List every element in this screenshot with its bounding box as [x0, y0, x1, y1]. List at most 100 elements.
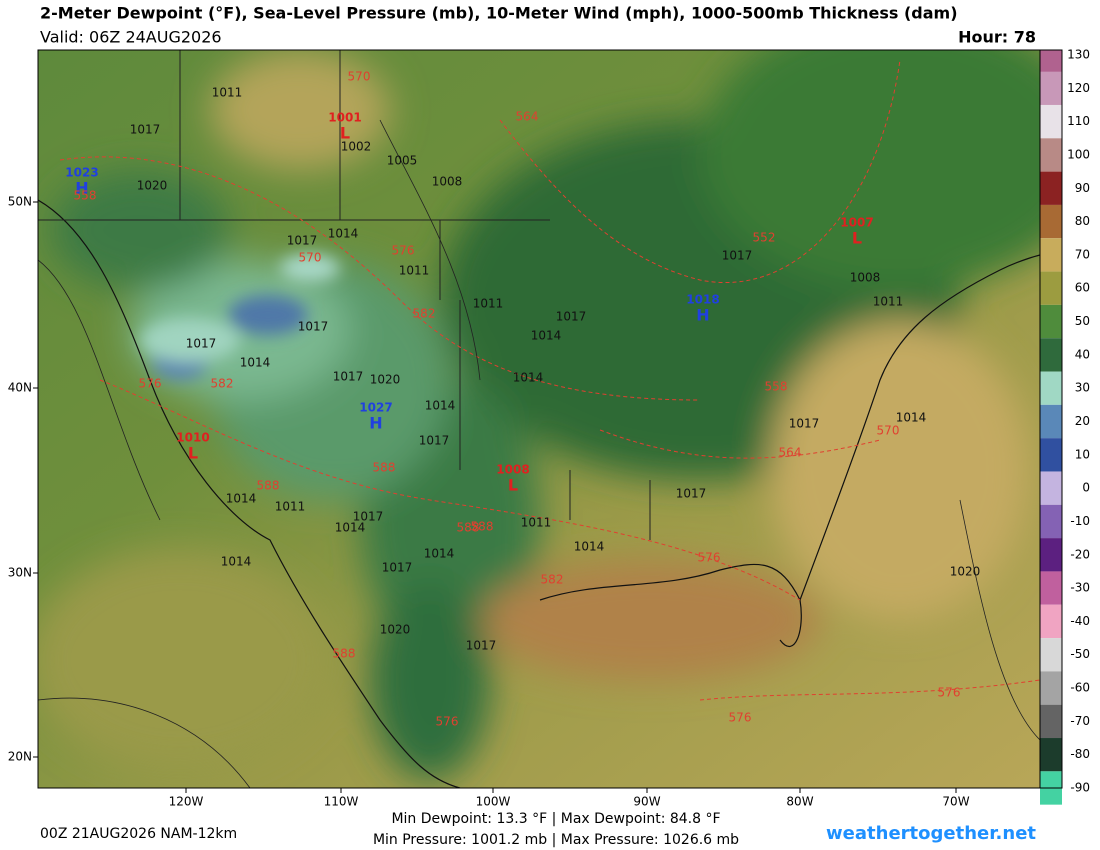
- colorbar-label: 10: [1075, 447, 1090, 461]
- isobar-label: 1017: [419, 434, 450, 448]
- colorbar-swatch: [1040, 404, 1062, 439]
- pressure-center-symbol: L: [188, 444, 198, 463]
- latitude-label: 50N: [8, 195, 32, 209]
- longitude-label: 120W: [169, 795, 204, 809]
- colorbar-swatch: [1040, 271, 1062, 305]
- isobar-label: 1020: [950, 565, 981, 579]
- colorbar-label: -50: [1070, 647, 1090, 661]
- isobar-label: 1017: [298, 320, 329, 334]
- isobar-label: 1017: [186, 337, 217, 351]
- colorbar-swatch: [1040, 604, 1062, 639]
- isobar-label: 1011: [873, 295, 904, 309]
- pressure-center-symbol: L: [508, 476, 518, 495]
- colorbar-swatch: [1040, 738, 1062, 772]
- longitude-label: 80W: [786, 795, 813, 809]
- isobar-label: 1020: [370, 373, 401, 387]
- thickness-label: 588: [471, 520, 494, 534]
- isobar-label: 1014: [574, 540, 605, 554]
- colorbar-label: 90: [1075, 181, 1090, 195]
- thickness-label: 558: [765, 380, 788, 394]
- isobar-label: 1008: [432, 175, 463, 189]
- isobar-label: 1014: [240, 356, 271, 370]
- isobar-label: 1017: [382, 561, 413, 575]
- pressure-center-symbol: H: [696, 306, 709, 325]
- pressure-center-value: 1001: [328, 111, 361, 125]
- isobar-label: 1008: [850, 271, 881, 285]
- thickness-label: 570: [348, 70, 371, 84]
- isobar-label: 1014: [424, 547, 455, 561]
- thickness-label: 570: [877, 424, 900, 438]
- isobar-label: 1011: [275, 500, 306, 514]
- isobar-label: 1014: [425, 399, 456, 413]
- colorbar-swatch: [1040, 171, 1062, 205]
- colorbar-label: 50: [1075, 314, 1090, 328]
- colorbar-label: -10: [1070, 514, 1090, 528]
- isobar-label: 1017: [333, 370, 364, 384]
- colorbar-swatch: [1040, 571, 1062, 605]
- site-link[interactable]: weathertogether.net: [826, 823, 1036, 844]
- colorbar-swatch: [1040, 538, 1062, 572]
- longitude-label: 110W: [324, 795, 359, 809]
- pressure-center-symbol: H: [75, 179, 88, 198]
- isobar-label: 1011: [473, 297, 504, 311]
- thickness-label: 564: [516, 110, 539, 124]
- isobar-label: 1017: [130, 123, 161, 137]
- colorbar-swatch: [1040, 371, 1062, 405]
- pressure-center-symbol: L: [340, 124, 350, 143]
- thickness-label: 582: [541, 573, 564, 587]
- colorbar-swatch: [1040, 104, 1062, 139]
- isobar-label: 1017: [722, 249, 753, 263]
- colorbar-label: 40: [1075, 347, 1090, 361]
- colorbar-label: 0: [1082, 481, 1090, 495]
- colorbar-label: 20: [1075, 414, 1090, 428]
- thickness-label: 552: [753, 231, 776, 245]
- colorbar-label: -30: [1070, 581, 1090, 595]
- colorbar-swatch: [1040, 704, 1062, 739]
- colorbar-swatch: [1040, 638, 1062, 672]
- thickness-label: 570: [299, 251, 322, 265]
- latitude-label: 40N: [8, 381, 32, 395]
- axes: 50N 40N 30N 20N 120W 110W 100W 90W 80W 70W: [8, 195, 970, 809]
- thickness-label: 576: [139, 377, 162, 391]
- map-labels: 1023H1001L1007L1018H1027H1010L1008L10111…: [65, 70, 980, 729]
- thickness-label: 576: [436, 715, 459, 729]
- isobar-label: 1017: [556, 310, 587, 324]
- thickness-label: 576: [938, 686, 961, 700]
- pressure-center-value: 1027: [359, 401, 392, 415]
- map: 1023H1001L1007L1018H1027H1010L1008L10111…: [38, 50, 1040, 788]
- colorbar-swatch: [1040, 71, 1062, 105]
- colorbar-swatch: [1040, 671, 1062, 705]
- isobar-label: 1011: [521, 516, 552, 530]
- dewpoint-range: Min Dewpoint: 13.3 °F | Max Dewpoint: 84…: [391, 811, 720, 827]
- isobar-label: 1014: [226, 492, 257, 506]
- colorbar-label: -20: [1070, 547, 1090, 561]
- isobar-label: 1014: [335, 521, 366, 535]
- longitude-label: 100W: [476, 795, 511, 809]
- colorbar-swatch: [1040, 438, 1062, 472]
- longitude-label: 70W: [942, 795, 969, 809]
- pressure-center-value: 1018: [686, 293, 719, 307]
- pressure-center-value: 1010: [176, 431, 209, 445]
- isobar-label: 1014: [513, 371, 544, 385]
- colorbar-label: -90: [1070, 781, 1090, 795]
- dry-pockets: [140, 254, 340, 380]
- colorbar-label: 80: [1075, 214, 1090, 228]
- isobar-label: 1014: [896, 411, 927, 425]
- colorbar-label: -80: [1070, 747, 1090, 761]
- colorbar-label: 120: [1067, 81, 1090, 95]
- isobar-label: 1014: [531, 329, 562, 343]
- pressure-center-symbol: H: [369, 414, 382, 433]
- title: 2-Meter Dewpoint (°F), Sea-Level Pressur…: [40, 4, 958, 23]
- colorbar-swatch: [1040, 138, 1062, 172]
- isobar-label: 1002: [341, 140, 372, 154]
- latitude-label: 20N: [8, 750, 32, 764]
- colorbar-label: 60: [1075, 281, 1090, 295]
- colorbar-label: 70: [1075, 247, 1090, 261]
- colorbar-label: 30: [1075, 381, 1090, 395]
- colorbar-label: 110: [1067, 114, 1090, 128]
- isobar-label: 1011: [212, 86, 243, 100]
- model-run: 00Z 21AUG2026 NAM-12km: [40, 826, 237, 842]
- valid-time: Valid: 06Z 24AUG2026: [40, 28, 222, 47]
- colorbar-swatch: [1040, 238, 1062, 272]
- colorbar-label: -60: [1070, 681, 1090, 695]
